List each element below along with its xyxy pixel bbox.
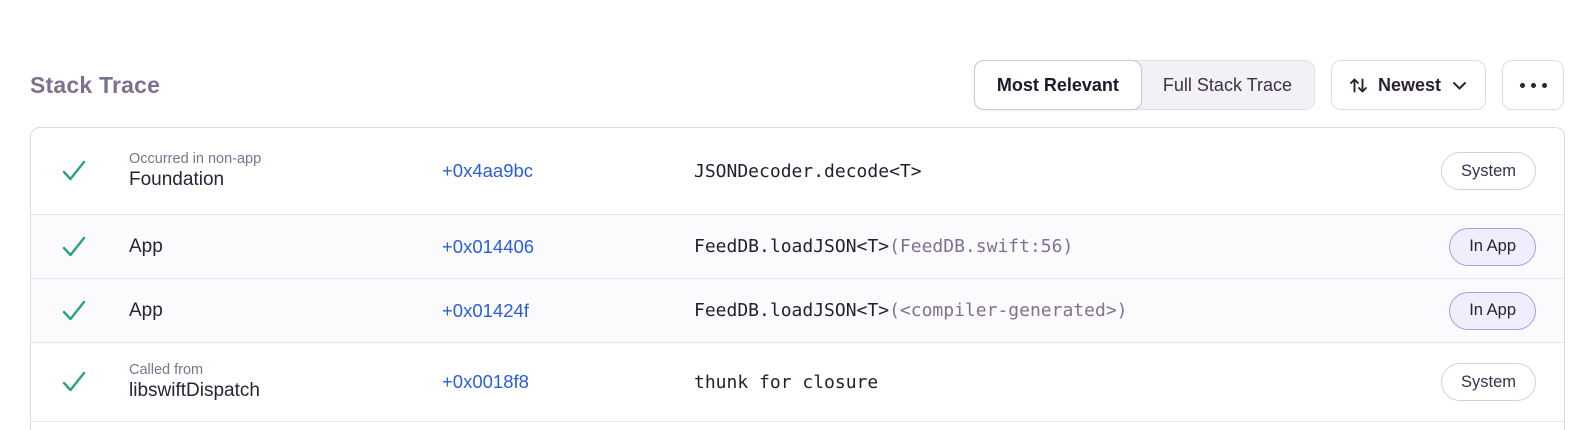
stack-trace-panel: Occurred in non-app Foundation +0x4aa9bc… (30, 127, 1565, 430)
frame-address-link[interactable]: +0x0018f8 (442, 371, 529, 392)
stack-frame-row[interactable]: Occurred in non-app Foundation +0x4aa9bc… (31, 128, 1564, 214)
frame-function-name: FeedDB.loadJSON<T> (694, 236, 890, 257)
frame-source-location[interactable]: (FeedDB.swift:56) (889, 236, 1074, 257)
frame-module-name: App (129, 235, 163, 257)
frame-function: FeedDB.loadJSON<T>(FeedDB.swift:56) (694, 236, 1449, 257)
frame-function-name: FeedDB.loadJSON<T> (694, 300, 890, 321)
sort-newest-button[interactable]: Newest (1330, 60, 1486, 110)
frame-function: JSONDecoder.decode<T> (694, 161, 1441, 182)
chevron-down-icon (1451, 77, 1468, 94)
check-icon (59, 232, 89, 262)
stack-frame-row[interactable]: Called from libswiftDispatch +0x0018f8 t… (31, 342, 1564, 421)
frame-module-name: Foundation (129, 169, 225, 191)
frame-module-name: libswiftDispatch (129, 380, 260, 402)
frame-note: Occurred in non-app (129, 151, 262, 168)
frame-note: Called from (129, 362, 204, 379)
frame-function: FeedDB.loadJSON<T>(<compiler-generated>) (694, 300, 1449, 321)
frame-source-location[interactable]: (<compiler-generated>) (889, 300, 1128, 321)
check-icon (59, 156, 89, 186)
frame-function: thunk for closure (694, 372, 1441, 393)
frame-function-name: thunk for closure (694, 371, 879, 393)
ellipsis-icon (1519, 82, 1547, 88)
stack-frame-row[interactable]: App +0x01424f FeedDB.loadJSON<T>(<compil… (31, 278, 1564, 342)
page-title: Stack Trace (30, 71, 161, 98)
frame-badge-in-app: In App (1449, 291, 1536, 330)
frame-module: Called from libswiftDispatch (129, 361, 442, 403)
frame-function-name: JSONDecoder.decode<T> (694, 160, 922, 182)
tab-full-stack-trace[interactable]: Full Stack Trace (1141, 61, 1314, 109)
sort-arrows-icon (1349, 76, 1368, 95)
frame-module: App (129, 235, 442, 259)
stack-frame-row[interactable]: App +0x014406 FeedDB.loadJSON<T>(FeedDB.… (31, 214, 1564, 278)
frame-module: App (129, 299, 442, 323)
stack-trace-controls: Most Relevant Full Stack Trace Newest (973, 60, 1564, 110)
check-icon (59, 367, 89, 397)
frame-address-link[interactable]: +0x4aa9bc (442, 160, 534, 181)
sort-button-label: Newest (1377, 74, 1441, 95)
stack-frame-row-partial (31, 421, 1564, 430)
tab-most-relevant[interactable]: Most Relevant (973, 60, 1142, 110)
frame-address-link[interactable]: +0x014406 (442, 235, 535, 257)
stack-trace-view-toggle: Most Relevant Full Stack Trace (973, 60, 1315, 110)
stack-trace-header: Stack Trace Most Relevant Full Stack Tra… (30, 60, 1564, 110)
frame-badge-system: System (1440, 363, 1536, 401)
frame-badge-in-app: In App (1449, 227, 1536, 266)
frame-badge-system: System (1440, 152, 1536, 190)
more-options-button[interactable] (1502, 60, 1564, 110)
frame-address-link[interactable]: +0x01424f (442, 299, 529, 321)
frame-module: Occurred in non-app Foundation (129, 150, 442, 192)
check-icon (59, 296, 89, 326)
frame-module-name: App (129, 299, 163, 321)
